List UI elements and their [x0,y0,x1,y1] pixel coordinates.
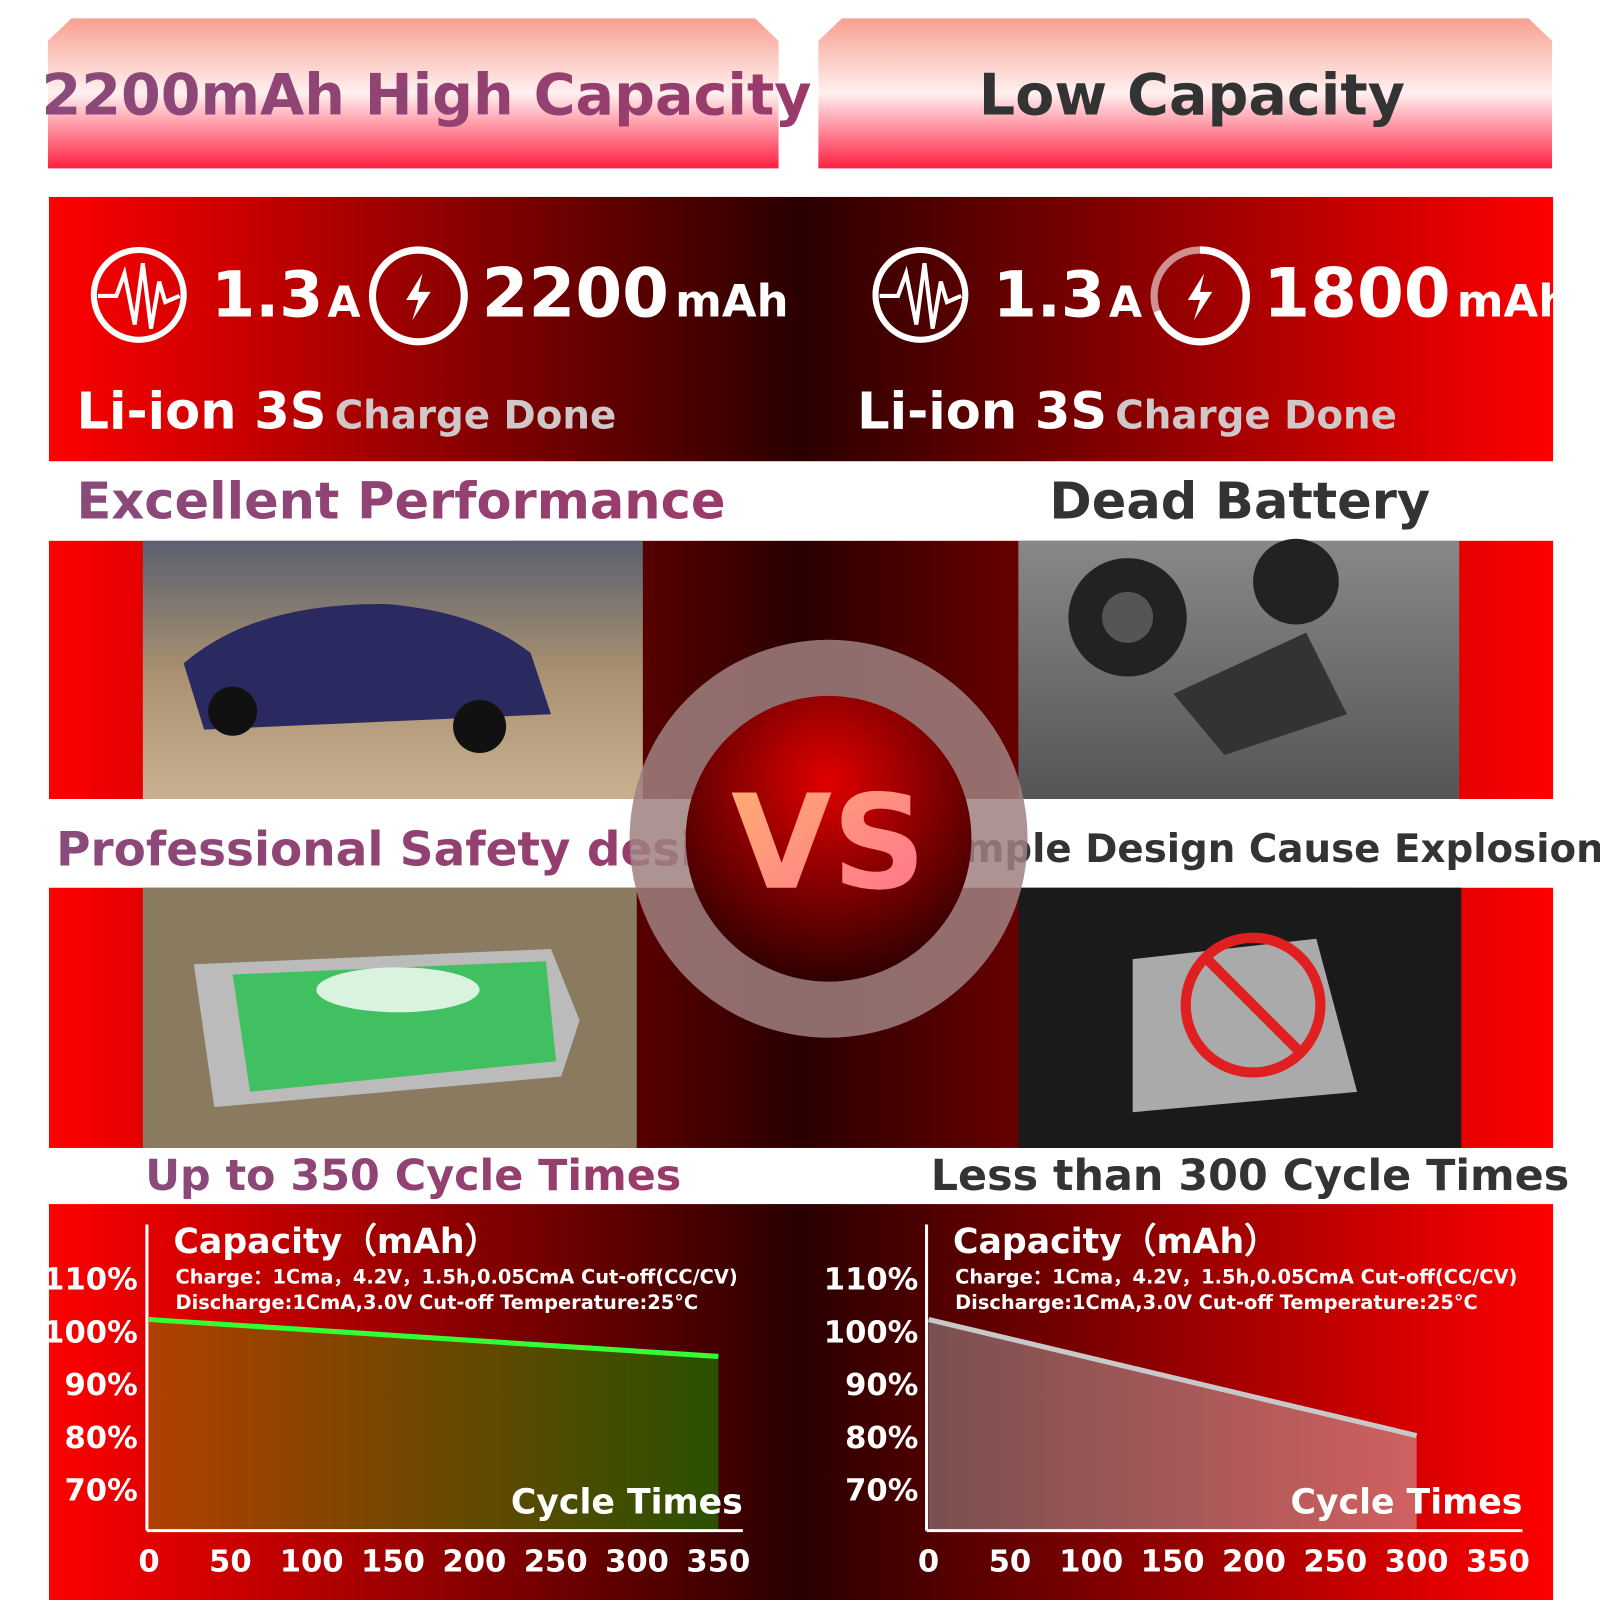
value: 1.3 [211,257,323,331]
swollen-battery-photo [1018,887,1462,1148]
chart-note: Discharge:1CmA,3.0V Cut-off Temperature:… [176,1291,699,1314]
y-tick-label: 80% [64,1421,137,1456]
x-tick-label: 200 [442,1544,506,1579]
charge-status: Charge Done [335,394,617,439]
area-fill [928,1319,1417,1531]
unit: A [1109,277,1142,327]
chart-note: Discharge:1CmA,3.0V Cut-off Temperature:… [955,1291,1478,1314]
spec-band [48,196,1554,462]
charts: 70% 80% 90% 100% 110% 0 50 100 150 200 250 300 350 Ca… [43,1222,1530,1579]
x-tick-label: 350 [1466,1544,1530,1579]
y-tick-label: 110% [824,1263,919,1298]
spec-current: 1.3A [211,257,360,331]
y-tick-label: 70% [64,1474,137,1509]
x-tick-label: 50 [989,1544,1032,1579]
x-tick-label: 0 [138,1544,159,1579]
spec-current: 1.3A [993,257,1142,331]
unit: mAh [1457,274,1570,327]
battery-photo [142,887,637,1148]
x-axis-label: Cycle Times [511,1482,743,1522]
header-title: 2200mAh High Capacity [42,62,812,128]
chart-title: Capacity（mAh） [953,1222,1279,1262]
capacity-line [148,1316,719,1359]
value: 2200 [482,253,669,332]
row-title: Dead Battery [1049,472,1430,531]
x-tick-label: 150 [1141,1544,1205,1579]
crash-photo [1018,538,1460,799]
value: 1800 [1263,253,1450,332]
x-tick-label: 100 [280,1544,344,1579]
header-title: Low Capacity [979,62,1405,128]
bolt-icon [368,246,468,346]
header-tab [818,18,1553,169]
row-title: Excellent Performance [77,472,726,531]
x-tick-label: 0 [918,1544,939,1579]
row-title: Simple Design Cause Explosion [923,827,1600,872]
car-photo [142,540,643,799]
y-tick-label: 90% [64,1368,137,1403]
x-tick-label: 200 [1222,1544,1286,1579]
spec-capacity: 1800 mAh [1263,253,1570,332]
value: 1.3 [993,257,1105,331]
x-tick-label: 150 [361,1544,425,1579]
x-tick-label: 300 [605,1544,669,1579]
vs-text: VS [731,767,926,919]
y-tick-label: 70% [845,1474,918,1509]
row-title: Less than 300 Cycle Times [931,1151,1569,1201]
y-tick-label: 80% [845,1421,918,1456]
battery-type: Li-ion 3S [857,383,1107,442]
y-tick-label: 110% [43,1263,138,1298]
x-tick-label: 350 [686,1544,750,1579]
unit: mAh [675,274,788,327]
row-title: Up to 350 Cycle Times [145,1151,681,1201]
chart-note: Charge：1Cma，4.2V，1.5h,0.05CmA Cut-off(CC… [955,1266,1517,1289]
wave-icon [90,246,187,343]
wave-icon [872,246,969,343]
y-tick-label: 100% [43,1315,138,1350]
charge-status: Charge Done [1115,394,1397,439]
x-tick-label: 250 [524,1544,588,1579]
bolt-icon [1150,246,1250,346]
unit: A [327,277,360,327]
x-tick-label: 100 [1059,1544,1123,1579]
y-tick-label: 90% [845,1368,918,1403]
header-tab [47,18,779,169]
chart-note: Charge：1Cma，4.2V，1.5h,0.05CmA Cut-off(CC… [176,1266,738,1289]
x-tick-label: 50 [209,1544,252,1579]
y-tick-label: 100% [824,1315,919,1350]
vs-circle [685,695,972,982]
chart-title: Capacity（mAh） [173,1222,499,1262]
area-fill [148,1319,719,1531]
x-axis-label: Cycle Times [1290,1482,1522,1522]
x-tick-label: 300 [1385,1544,1449,1579]
capacity-line [927,1317,1418,1439]
battery-type: Li-ion 3S [77,383,327,442]
spec-capacity: 2200 mAh [482,253,789,332]
x-tick-label: 250 [1303,1544,1367,1579]
